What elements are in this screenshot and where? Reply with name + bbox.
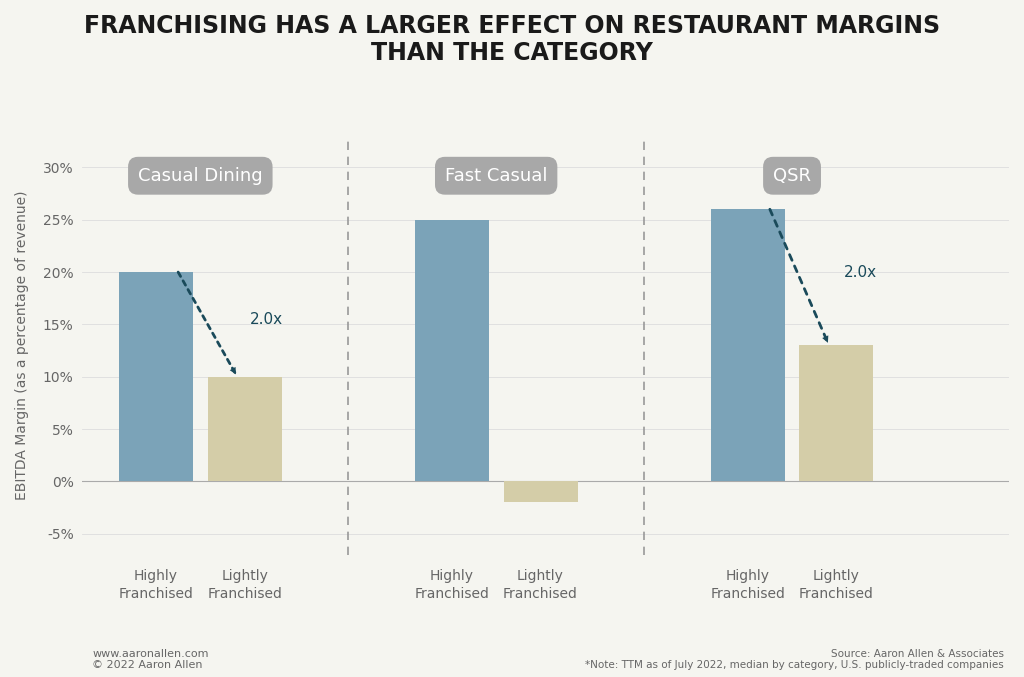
Text: 2.0x: 2.0x	[845, 265, 878, 280]
Text: Casual Dining: Casual Dining	[138, 167, 262, 185]
Bar	[711, 209, 784, 481]
Bar	[208, 377, 282, 481]
Text: www.aaronallen.com
© 2022 Aaron Allen: www.aaronallen.com © 2022 Aaron Allen	[92, 649, 209, 670]
Text: 2.0x: 2.0x	[250, 311, 283, 327]
Text: Fast Casual: Fast Casual	[444, 167, 548, 185]
Bar	[415, 220, 488, 481]
Text: QSR: QSR	[773, 167, 811, 185]
Bar	[800, 345, 873, 481]
Y-axis label: EBITDA Margin (as a percentage of revenue): EBITDA Margin (as a percentage of revenu…	[15, 191, 29, 500]
Text: FRANCHISING HAS A LARGER EFFECT ON RESTAURANT MARGINS
THAN THE CATEGORY: FRANCHISING HAS A LARGER EFFECT ON RESTA…	[84, 14, 940, 66]
Bar	[119, 272, 193, 481]
Text: Source: Aaron Allen & Associates
*Note: TTM as of July 2022, median by category,: Source: Aaron Allen & Associates *Note: …	[585, 649, 1004, 670]
Bar	[504, 481, 578, 502]
